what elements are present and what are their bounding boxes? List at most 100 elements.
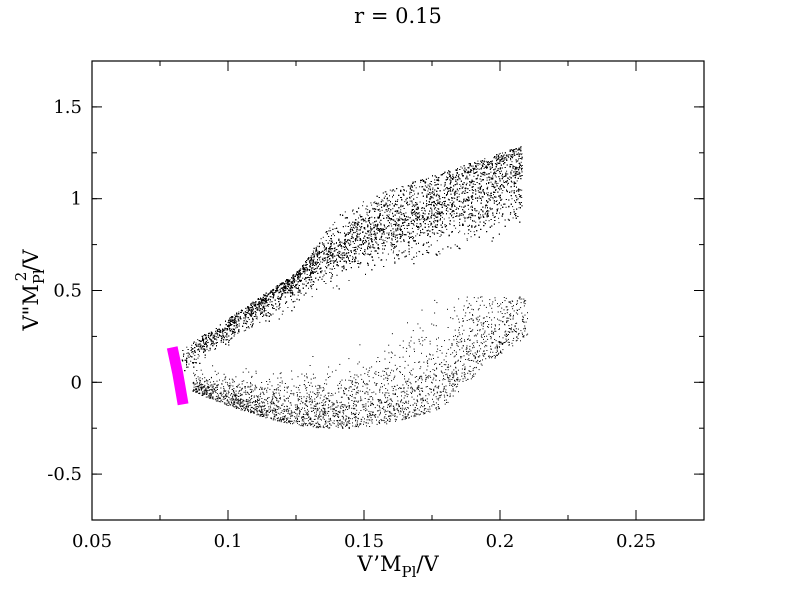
data-point	[367, 263, 369, 265]
data-point	[512, 156, 514, 158]
data-point	[376, 242, 378, 244]
data-point	[378, 202, 380, 204]
data-point	[397, 199, 399, 201]
data-point	[432, 197, 434, 199]
data-point	[213, 334, 215, 336]
data-point	[458, 193, 460, 195]
data-point	[229, 321, 231, 322]
data-point	[423, 232, 424, 234]
data-point	[502, 214, 504, 216]
data-point	[334, 221, 336, 223]
data-point	[480, 187, 482, 189]
data-point	[356, 234, 358, 236]
data-point	[259, 321, 261, 323]
data-point	[464, 218, 466, 220]
data-point	[383, 230, 384, 232]
data-point	[248, 309, 250, 310]
data-point	[498, 155, 499, 157]
data-point	[297, 286, 299, 288]
data-point	[453, 213, 455, 215]
data-point	[250, 324, 252, 326]
data-point	[409, 187, 411, 189]
data-point	[225, 328, 227, 330]
data-point	[501, 170, 502, 172]
data-point	[291, 282, 292, 284]
data-point	[510, 177, 512, 179]
data-point	[387, 253, 389, 255]
data-point	[506, 158, 508, 160]
data-point	[492, 197, 494, 198]
data-point	[258, 302, 259, 304]
data-point	[430, 224, 432, 226]
data-point	[211, 341, 213, 342]
data-point	[328, 255, 330, 257]
data-point	[433, 220, 435, 222]
data-point	[362, 218, 364, 220]
data-point	[249, 312, 251, 314]
data-point	[515, 161, 517, 163]
data-point	[437, 232, 439, 234]
data-point	[388, 233, 390, 235]
data-point	[487, 192, 489, 194]
data-point	[300, 292, 302, 294]
data-point	[468, 208, 470, 210]
data-point	[325, 250, 327, 252]
data-point	[514, 170, 516, 172]
data-point	[349, 221, 351, 223]
data-point	[252, 317, 254, 319]
data-point	[482, 190, 484, 192]
data-point	[211, 339, 213, 341]
data-point	[382, 228, 384, 230]
data-point	[454, 193, 456, 195]
data-point	[487, 167, 488, 168]
data-point	[385, 191, 387, 193]
data-point	[497, 182, 499, 184]
data-point	[427, 190, 429, 192]
data-point	[431, 184, 433, 186]
data-point	[427, 229, 429, 231]
data-point	[416, 225, 418, 227]
data-point	[372, 208, 374, 210]
data-point	[370, 250, 372, 252]
data-point	[440, 212, 442, 214]
data-point	[198, 343, 200, 345]
data-point	[377, 228, 379, 229]
data-point	[521, 197, 523, 198]
data-point	[480, 160, 481, 162]
data-point	[386, 203, 388, 205]
data-point	[195, 342, 197, 344]
data-point	[326, 261, 328, 263]
data-point	[211, 333, 213, 335]
data-point	[367, 209, 369, 211]
data-point	[505, 173, 507, 175]
data-point	[293, 282, 295, 283]
data-point	[190, 360, 192, 362]
data-point	[426, 193, 428, 195]
data-point	[464, 233, 466, 235]
data-point	[355, 253, 357, 255]
data-point	[492, 177, 494, 179]
data-point	[443, 218, 445, 220]
data-point	[410, 232, 412, 234]
data-point	[388, 199, 390, 201]
data-point	[350, 241, 352, 243]
data-point	[429, 199, 431, 201]
data-point	[340, 232, 341, 234]
data-point	[416, 202, 418, 204]
data-point	[496, 170, 498, 172]
data-point	[514, 200, 515, 202]
data-point	[443, 185, 445, 187]
data-point	[186, 352, 188, 354]
data-point	[298, 273, 300, 275]
data-point	[342, 242, 344, 244]
data-point	[248, 311, 249, 313]
data-point	[461, 167, 463, 169]
data-point	[516, 180, 518, 182]
data-point	[431, 232, 433, 234]
data-point	[306, 282, 308, 284]
data-point	[316, 267, 318, 269]
data-point	[293, 274, 295, 276]
data-point	[385, 237, 387, 239]
data-point	[321, 242, 323, 244]
data-point	[423, 218, 424, 220]
